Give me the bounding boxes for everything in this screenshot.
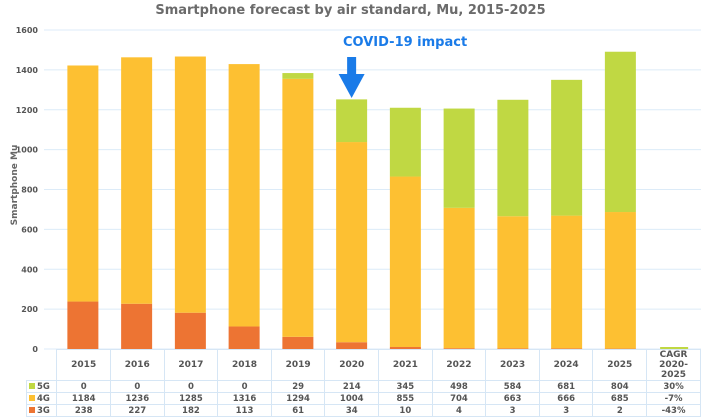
data-label: 0 [218,381,272,393]
bar-5G-2024 [551,80,582,216]
x-tick-label: 2015 [57,350,111,381]
data-label: 214 [325,381,379,393]
y-tick-label: 600 [21,225,38,234]
bar-4G-2018 [229,64,260,326]
data-label: 0 [57,381,111,393]
data-label: 1184 [57,393,111,405]
bar-3G-2018 [229,326,260,349]
legend-label: 4G [37,394,50,404]
bar-5G-2021 [390,108,421,177]
legend-label: 3G [37,406,50,416]
bar-4G-2020 [336,142,367,342]
x-tick-label: 2023 [486,350,540,381]
x-tick-label: 2021 [379,350,433,381]
bar-5G-2025 [605,52,636,212]
cagr-value: -7% [647,393,701,405]
bar-5G-2023 [497,100,528,216]
data-label: 61 [271,405,325,417]
bar-4G-2025 [605,212,636,349]
legend-swatch [29,407,35,413]
legend-entry-3G: 3G [27,405,57,417]
bar-4G-2021 [390,177,421,347]
data-label: 663 [486,393,540,405]
data-label: 1004 [325,393,379,405]
legend-entry-5G: 5G [27,381,57,393]
legend-entry-4G: 4G [27,393,57,405]
data-label: 345 [379,381,433,393]
y-tick-label: 400 [21,265,38,274]
data-label: 498 [432,381,486,393]
covid-arrow-shaft [347,57,356,74]
y-tick-label: 1600 [16,26,39,35]
cagr-value: 30% [647,381,701,393]
data-label: 1294 [271,393,325,405]
table-corner [27,350,57,381]
legend-swatch [29,383,35,389]
data-label: 3 [539,405,593,417]
data-label: 238 [57,405,111,417]
data-label: 227 [111,405,165,417]
x-tick-label: 2019 [271,350,325,381]
data-label: 584 [486,381,540,393]
x-tick-label: 2016 [111,350,165,381]
data-label: 2 [593,405,647,417]
data-label: 3 [486,405,540,417]
bar-4G-2019 [282,79,313,337]
x-tick-label: 2017 [164,350,218,381]
bar-5G-2019 [282,73,313,79]
x-tick-label: 2020 [325,350,379,381]
bar-5G-2020 [336,99,367,142]
bar-3G-2020 [336,342,367,349]
y-tick-label: 1000 [16,146,39,155]
bar-3G-2019 [282,337,313,349]
bar-3G-2017 [175,313,206,349]
data-label: 0 [111,381,165,393]
bar-4G-2024 [551,216,582,349]
bar-4G-2015 [67,65,98,301]
data-label: 1316 [218,393,272,405]
bar-4G-2016 [121,57,152,303]
x-tick-label: 2024 [539,350,593,381]
data-label: 34 [325,405,379,417]
cagr-header-line: CAGR [647,350,700,360]
y-tick-label: 800 [21,186,38,195]
y-tick-label: 1200 [16,106,39,115]
data-label: 29 [271,381,325,393]
bar-4G-2023 [497,216,528,348]
data-label: 704 [432,393,486,405]
data-label: 666 [539,393,593,405]
x-tick-label: 2022 [432,350,486,381]
bar-3G-2015 [67,302,98,349]
legend-swatch [29,395,35,401]
bar-3G-2016 [121,304,152,349]
bar-4G-2017 [175,57,206,313]
bar-5G-2022 [444,109,475,208]
bar-4G-2022 [444,208,475,348]
data-label: 685 [593,393,647,405]
data-label: 10 [379,405,433,417]
y-tick-label: 200 [21,305,38,314]
x-tick-label: 2018 [218,350,272,381]
covid-arrow-head [339,74,365,98]
data-label: 804 [593,381,647,393]
cagr-value: -43% [647,405,701,417]
x-tick-label: 2025 [593,350,647,381]
data-label: 1285 [164,393,218,405]
data-label: 113 [218,405,272,417]
data-label: 4 [432,405,486,417]
cagr-header-line: 2020-2025 [647,360,700,380]
data-label: 0 [164,381,218,393]
data-label: 182 [164,405,218,417]
data-label: 855 [379,393,433,405]
data-label: 1236 [111,393,165,405]
y-tick-label: 1400 [16,66,39,75]
legend-label: 5G [37,382,50,392]
data-label: 681 [539,381,593,393]
